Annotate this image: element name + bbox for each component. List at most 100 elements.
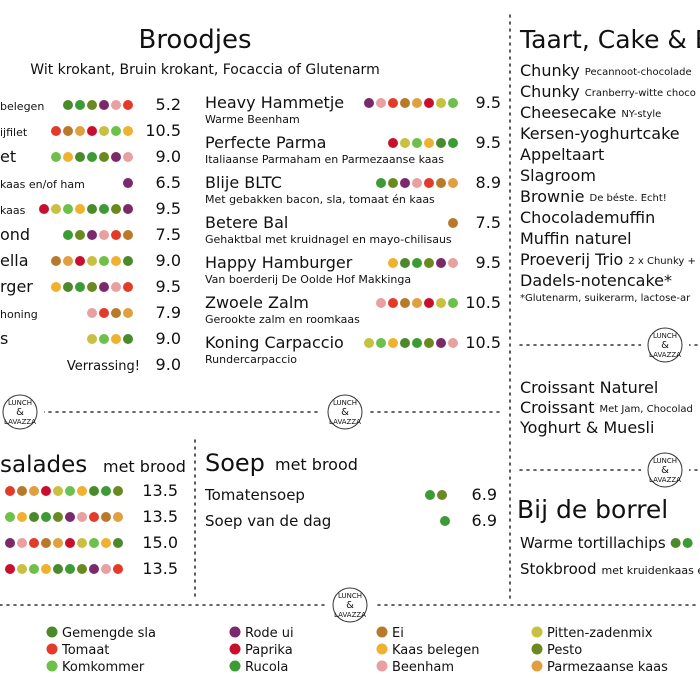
ingredient-icon (424, 338, 434, 348)
ingredient-icon (29, 486, 39, 496)
item-description: Van boerderij De Oolde Hof Makkinga (205, 273, 412, 287)
item-description: De béste. Echt! (589, 193, 667, 204)
logo-text: & (341, 407, 349, 418)
ingredient-icon (29, 538, 39, 548)
ingredient-icon (111, 204, 121, 214)
ingredient-icon (29, 512, 39, 522)
ingredient-icon (99, 100, 109, 110)
ingredient-icon (113, 512, 123, 522)
item-price: 13.5 (142, 559, 178, 579)
item-name: Soep van de dag (205, 512, 332, 530)
logo-text: & (346, 600, 354, 611)
ingredient-icon (424, 178, 434, 188)
ingredient-icon (75, 256, 85, 266)
ingredient-icon (448, 218, 458, 228)
logo-text: & (16, 407, 24, 418)
ingredient-icon (113, 538, 123, 548)
item-name: Blije BLTC (205, 173, 282, 193)
ingredient-icon (17, 512, 27, 522)
ingredient-icon (123, 100, 133, 110)
ingredient-icon (77, 538, 87, 548)
ingredient-icon (123, 204, 133, 214)
ingredient-icon (448, 298, 458, 308)
item-description: Warme Beenham (205, 113, 300, 127)
ingredient-icon (400, 298, 410, 308)
ingredient-icon (111, 334, 121, 344)
ingredient-icon (65, 538, 75, 548)
legend-label: Rucola (245, 659, 289, 675)
legend-icon (229, 626, 241, 638)
ingredient-icon (99, 152, 109, 162)
item-name: Chocolademuffin (520, 208, 656, 228)
ingredient-icon (65, 512, 75, 522)
legend-label: Pesto (547, 642, 583, 658)
section-subtitle: met brood (103, 457, 186, 477)
logo (327, 394, 363, 430)
item-name: Koning Carpaccio (205, 333, 344, 353)
item-name: Betere Bal (205, 213, 289, 233)
ingredient-icon (111, 126, 121, 136)
item-description: Verrassing! (66, 358, 140, 374)
ingredient-icon (87, 256, 97, 266)
ingredient-icon (123, 230, 133, 240)
item-name: Appeltaart (520, 145, 605, 165)
ingredient-icon (682, 538, 693, 548)
ingredient-icon (89, 486, 99, 496)
ingredient-icon (400, 338, 410, 348)
item-name: Dadels-notencake* (520, 271, 673, 291)
item-name: belegen (0, 100, 45, 114)
item-description: Pecannoot-chocolade (584, 67, 692, 78)
note: *Glutenarm, suikerarm, lactose-ar (520, 293, 691, 304)
logo-text: LAVAZZA (4, 418, 36, 427)
item-price: 7.5 (475, 213, 501, 233)
item-price: 9.5 (475, 93, 501, 113)
legend-label: Kaas belegen (392, 642, 480, 658)
item-name: ond (0, 225, 31, 245)
ingredient-icon (63, 282, 73, 292)
ingredient-icon (53, 564, 63, 574)
item-description: Rundercarpaccio (205, 353, 298, 367)
ingredient-icon (51, 256, 61, 266)
ingredient-icon (412, 138, 422, 148)
logo-text: LUNCH (7, 399, 33, 408)
ingredient-icon (388, 178, 398, 188)
ingredient-icon (400, 98, 410, 108)
legend-icon (46, 660, 58, 672)
item-name: Croissant Naturel (520, 378, 659, 398)
ingredient-icon (388, 98, 398, 108)
ingredient-icon (87, 100, 97, 110)
ingredient-icon (388, 298, 398, 308)
ingredient-icon (5, 564, 15, 574)
ingredient-icon (99, 334, 109, 344)
ingredient-icon (425, 490, 435, 500)
legend-icon (531, 660, 543, 672)
legend-icon (376, 643, 388, 655)
ingredient-icon (111, 152, 121, 162)
logo-text: LUNCH (652, 457, 678, 466)
item-price: 7.5 (155, 225, 181, 245)
ingredient-icon (448, 338, 458, 348)
legend-label: Komkommer (62, 659, 145, 675)
ingredient-icon (448, 98, 458, 108)
ingredient-icon (376, 98, 386, 108)
item-description: Gerookte zalm en roomkaas (205, 313, 360, 327)
logo-text: LAVAZZA (329, 418, 361, 427)
item-price: 6.9 (471, 511, 497, 531)
ingredient-icon (437, 490, 447, 500)
ingredient-icon (41, 512, 51, 522)
ingredient-icon (123, 178, 133, 188)
ingredient-icon (436, 258, 446, 268)
ingredient-icon (99, 230, 109, 240)
logo (332, 587, 368, 623)
ingredient-icon (87, 334, 97, 344)
legend-icon (531, 626, 543, 638)
ingredient-icon (424, 258, 434, 268)
ingredient-icon (111, 100, 121, 110)
ingredient-icon (123, 152, 133, 162)
ingredient-icon (436, 178, 446, 188)
ingredient-icon (5, 512, 15, 522)
item-price: 9.5 (475, 253, 501, 273)
item-name: Kersen-yoghurtcake (520, 124, 680, 144)
